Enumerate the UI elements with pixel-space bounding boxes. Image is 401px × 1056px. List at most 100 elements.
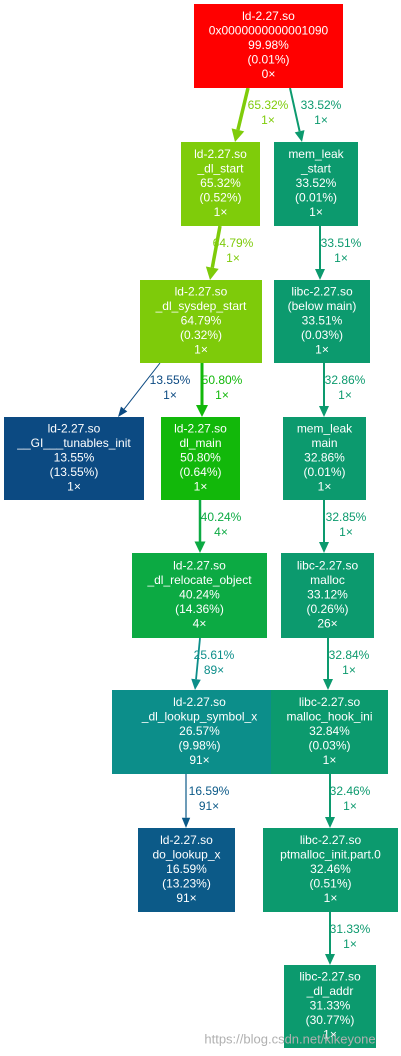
node-label: _dl_relocate_object bbox=[146, 573, 252, 587]
node-label: _dl_sysdep_start bbox=[155, 299, 247, 313]
node-label: (9.98%) bbox=[178, 739, 220, 753]
node-label: (below main) bbox=[288, 299, 357, 313]
node-label: do_lookup_x bbox=[152, 848, 220, 862]
edge-label: 32.86% bbox=[325, 373, 366, 387]
arrowhead bbox=[196, 405, 208, 417]
node-label: (0.52%) bbox=[199, 191, 241, 205]
node-label: ld-2.27.so bbox=[194, 147, 247, 161]
node-label: 1× bbox=[315, 343, 329, 357]
edge bbox=[210, 225, 222, 269]
node-label: (0.01%) bbox=[295, 191, 337, 205]
node-label: (0.03%) bbox=[301, 328, 343, 342]
arrowhead bbox=[118, 406, 128, 417]
function-node bbox=[138, 828, 235, 912]
arrowhead bbox=[231, 128, 245, 142]
node-label: malloc bbox=[310, 573, 345, 587]
arrowhead bbox=[205, 266, 219, 280]
node-label: 33.51% bbox=[302, 314, 343, 328]
node-label: 1× bbox=[214, 205, 228, 219]
node-label: dl_main bbox=[179, 436, 221, 450]
node-label: 26.57% bbox=[179, 724, 220, 738]
node-label: 40.24% bbox=[179, 588, 220, 602]
node-label: 64.79% bbox=[181, 314, 222, 328]
node-label: main bbox=[311, 436, 337, 450]
edge-label: 33.52% bbox=[301, 98, 342, 112]
function-node bbox=[283, 417, 366, 500]
node-label: ld-2.27.so bbox=[242, 9, 295, 23]
edge-label: 1× bbox=[314, 113, 328, 127]
edge-label: 1× bbox=[334, 251, 348, 265]
edge-label: 1× bbox=[215, 388, 229, 402]
node-label: ld-2.27.so bbox=[175, 285, 228, 299]
node-label: _dl_start bbox=[196, 162, 244, 176]
node-label: ld-2.27.so bbox=[48, 422, 101, 436]
function-node bbox=[140, 280, 262, 363]
edge-label: 13.55% bbox=[150, 373, 191, 387]
edge-label: 1× bbox=[261, 113, 275, 127]
edge bbox=[195, 637, 201, 680]
function-node bbox=[112, 690, 287, 774]
node-label: _start bbox=[300, 162, 332, 176]
function-node bbox=[281, 553, 374, 638]
edge-label: 1× bbox=[338, 388, 352, 402]
node-label: libc-2.27.so bbox=[300, 833, 362, 847]
function-node bbox=[263, 828, 398, 912]
arrowhead bbox=[194, 541, 206, 553]
node-label: 1× bbox=[324, 891, 338, 905]
edge-label: 4× bbox=[214, 525, 228, 539]
node-label: 13.55% bbox=[54, 451, 95, 465]
node-label: 1× bbox=[323, 1028, 337, 1042]
edge-label: 16.59% bbox=[189, 784, 230, 798]
function-node bbox=[161, 417, 240, 500]
arrowhead bbox=[325, 954, 335, 965]
node-label: libc-2.27.so bbox=[299, 970, 361, 984]
node-label: _dl_addr bbox=[306, 984, 354, 998]
node-label: libc-2.27.so bbox=[291, 285, 353, 299]
edge-label: 50.80% bbox=[202, 373, 243, 387]
function-node bbox=[4, 417, 144, 500]
edge-label: 1× bbox=[163, 388, 177, 402]
edge-label: 32.46% bbox=[330, 784, 371, 798]
function-node bbox=[194, 4, 343, 88]
edge-label: 32.84% bbox=[329, 648, 370, 662]
node-label: 32.84% bbox=[309, 724, 350, 738]
node-label: mem_leak bbox=[297, 422, 353, 436]
arrowhead bbox=[323, 679, 333, 690]
edge-label: 65.32% bbox=[248, 98, 289, 112]
node-label: (0.01%) bbox=[303, 465, 345, 479]
node-label: 4× bbox=[193, 617, 207, 631]
edge bbox=[236, 87, 250, 131]
node-label: 0× bbox=[262, 67, 276, 81]
node-label: (0.51%) bbox=[309, 877, 351, 891]
node-label: (0.03%) bbox=[308, 739, 350, 753]
node-label: 33.12% bbox=[307, 588, 348, 602]
node-label: 32.46% bbox=[310, 862, 351, 876]
arrowhead bbox=[325, 817, 335, 828]
node-label: ld-2.27.so bbox=[160, 833, 213, 847]
node-label: (30.77%) bbox=[306, 1013, 355, 1027]
arrowhead bbox=[319, 542, 329, 553]
node-label: (0.26%) bbox=[306, 602, 348, 616]
edge-label: 31.33% bbox=[330, 922, 371, 936]
node-label: (0.64%) bbox=[179, 465, 221, 479]
node-label: 31.33% bbox=[310, 999, 351, 1013]
function-node bbox=[274, 280, 370, 363]
node-label: 32.86% bbox=[304, 451, 345, 465]
node-label: (14.36%) bbox=[175, 602, 224, 616]
arrowhead bbox=[181, 817, 191, 828]
arrowhead bbox=[191, 678, 201, 690]
node-label: 0x0000000000001090 bbox=[209, 24, 329, 38]
node-label: mem_leak bbox=[288, 147, 344, 161]
node-label: ld-2.27.so bbox=[173, 695, 226, 709]
edge bbox=[289, 87, 301, 132]
node-label: 1× bbox=[309, 205, 323, 219]
arrowhead bbox=[319, 406, 329, 417]
node-label: 16.59% bbox=[166, 862, 207, 876]
watermark: https://blog.csdn.net/kikeyone bbox=[204, 1031, 375, 1046]
node-label: 1× bbox=[318, 480, 332, 494]
function-node bbox=[271, 690, 388, 774]
node-label: __GI___tunables_init bbox=[16, 436, 131, 450]
node-label: 1× bbox=[194, 343, 208, 357]
